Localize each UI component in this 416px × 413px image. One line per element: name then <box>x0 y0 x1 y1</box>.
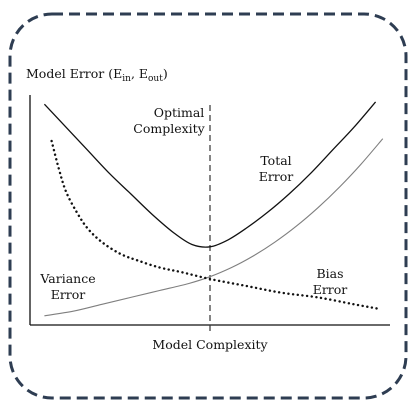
bias-label-line2: Error <box>313 282 348 297</box>
x-axis-label: Model Complexity <box>152 337 268 352</box>
bias-error-curve <box>44 138 384 317</box>
optimal-label-line1: Optimal <box>154 105 205 120</box>
y-axis-label: Model Error (Ein, Eout) <box>26 66 168 84</box>
optimal-label-line2: Complexity <box>133 121 205 136</box>
dashed-border <box>8 12 408 400</box>
total-label-line2: Error <box>259 169 294 184</box>
total-label-line1: Total <box>260 153 291 168</box>
bias-label-line1: Bias <box>316 266 343 281</box>
variance-label-line2: Error <box>51 287 86 302</box>
total-error-curve <box>43 101 377 248</box>
variance-label-line1: Variance <box>39 271 95 286</box>
